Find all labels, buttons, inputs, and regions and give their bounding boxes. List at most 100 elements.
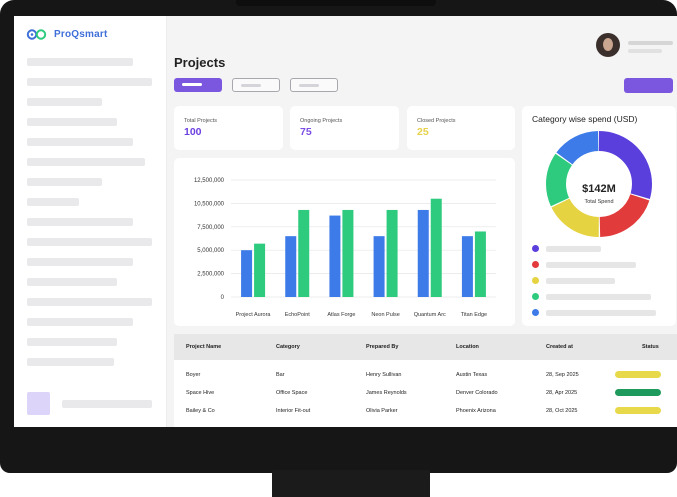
legend-dot — [532, 261, 539, 268]
app-screen: ProQsmart Projects Total Projects 100 On… — [14, 16, 677, 427]
sidebar-item[interactable] — [27, 198, 79, 206]
stat-label: Total Projects — [184, 118, 218, 124]
tab[interactable] — [290, 78, 338, 92]
bar[interactable] — [241, 250, 253, 297]
stat-label: Ongoing Projects — [300, 118, 343, 124]
stat-value: 100 — [184, 126, 202, 138]
x-tick-label: EchoPoint — [285, 312, 311, 318]
x-tick-label: Neon Pulse — [371, 312, 399, 318]
sidebar-item[interactable] — [27, 338, 117, 346]
sidebar-item[interactable] — [27, 278, 117, 286]
column-header[interactable]: Status — [642, 344, 659, 350]
logo-icon — [26, 29, 47, 40]
cell-prepared-by: James Reynolds — [366, 390, 407, 396]
donut-segment[interactable] — [546, 131, 652, 237]
legend-dot — [532, 277, 539, 284]
legend-dot — [532, 245, 539, 252]
x-tick-label: Atlas Forge — [327, 312, 355, 318]
bar[interactable] — [386, 209, 398, 297]
projects-table: Boyer Bar Henry Sullivan Austin Texas 28… — [174, 360, 677, 427]
cell-prepared-by: Olivia Parker — [366, 408, 398, 414]
x-tick-label: Quantum Arc — [414, 312, 446, 318]
legend-item — [532, 261, 636, 268]
sidebar-item[interactable] — [27, 98, 102, 106]
cell-category: Office Space — [276, 390, 308, 396]
app-name: ProQsmart — [54, 29, 108, 40]
donut-chart: $142M Total Spend — [546, 131, 652, 237]
legend-item — [532, 277, 615, 284]
donut-title: Category wise spend (USD) — [532, 114, 638, 124]
y-tick-label: 5,000,000 — [197, 248, 224, 254]
column-header[interactable]: Prepared By — [366, 344, 399, 350]
tab[interactable] — [232, 78, 280, 92]
cell-location: Phoenix Arizona — [456, 408, 496, 414]
user-avatar[interactable] — [27, 392, 50, 415]
bar[interactable] — [285, 236, 297, 297]
sidebar-item[interactable] — [27, 238, 152, 246]
sidebar-item[interactable] — [27, 58, 133, 66]
sidebar-item[interactable] — [27, 78, 152, 86]
bar[interactable] — [373, 236, 385, 297]
legend-item — [532, 309, 656, 316]
cell-location: Denver Colorado — [456, 390, 498, 396]
page-title: Projects — [174, 55, 226, 70]
bar[interactable] — [298, 209, 310, 297]
x-tick-label: Project Aurora — [236, 312, 272, 318]
cell-project-name: Space Hive — [186, 390, 215, 396]
sidebar-item[interactable] — [27, 218, 133, 226]
stat-value: 25 — [417, 126, 429, 138]
sidebar-item[interactable] — [27, 318, 133, 326]
donut-total-label: Total Spend — [584, 199, 613, 205]
y-tick-label: 10,500,000 — [194, 201, 225, 207]
sidebar-item[interactable] — [27, 258, 133, 266]
app-logo[interactable]: ProQsmart — [26, 28, 108, 41]
status-badge — [615, 371, 661, 378]
legend-item — [532, 293, 651, 300]
cell-category: Interior Fit-out — [276, 408, 311, 414]
cell-created-at: 28, Apr 2025 — [546, 390, 578, 396]
stat-label: Closed Projects — [417, 118, 456, 124]
monitor-notch — [236, 0, 436, 6]
y-tick-label: 2,500,000 — [197, 272, 224, 278]
cell-project-name: Bailey & Co — [186, 408, 215, 414]
sidebar-item[interactable] — [27, 358, 114, 366]
legend-dot — [532, 293, 539, 300]
y-tick-label: 7,500,000 — [197, 225, 224, 231]
donut-total-value: $142M — [582, 183, 616, 195]
sidebar-item[interactable] — [27, 138, 133, 146]
stat-card-total: Total Projects 100 — [174, 106, 283, 150]
bar[interactable] — [329, 215, 341, 297]
cell-prepared-by: Henry Sullivan — [366, 372, 402, 378]
cell-category: Bar — [276, 372, 285, 378]
profile-role-placeholder — [628, 49, 662, 53]
bar[interactable] — [254, 243, 266, 297]
tab-active[interactable] — [174, 78, 222, 92]
cell-project-name: Boyer — [186, 372, 201, 378]
y-tick-label: 0 — [221, 295, 225, 301]
bar[interactable] — [342, 209, 354, 297]
column-header[interactable]: Project Name — [186, 344, 222, 350]
profile-avatar[interactable] — [596, 33, 620, 57]
legend-dot — [532, 309, 539, 316]
bar[interactable] — [430, 198, 442, 297]
primary-action-button[interactable] — [624, 78, 673, 93]
x-tick-label: Titan Edge — [461, 312, 487, 318]
sidebar-item[interactable] — [27, 118, 117, 126]
column-header[interactable]: Location — [456, 344, 479, 350]
stat-value: 75 — [300, 126, 312, 138]
sidebar-item[interactable] — [27, 158, 145, 166]
column-header[interactable]: Category — [276, 344, 300, 350]
bar[interactable] — [474, 231, 486, 297]
sidebar: ProQsmart — [14, 16, 167, 427]
sidebar-item[interactable] — [27, 298, 152, 306]
donut-segment[interactable] — [546, 131, 652, 237]
column-header[interactable]: Created at — [546, 344, 573, 350]
bar[interactable] — [417, 209, 429, 297]
cell-location: Austin Texas — [456, 372, 488, 378]
sidebar-item[interactable] — [27, 178, 102, 186]
category-spend-card: Category wise spend (USD) $142M Total Sp… — [522, 106, 676, 326]
monitor-stand — [272, 470, 430, 497]
bar[interactable] — [461, 236, 473, 297]
profile-name-placeholder — [628, 41, 673, 45]
stat-card-ongoing: Ongoing Projects 75 — [290, 106, 399, 150]
